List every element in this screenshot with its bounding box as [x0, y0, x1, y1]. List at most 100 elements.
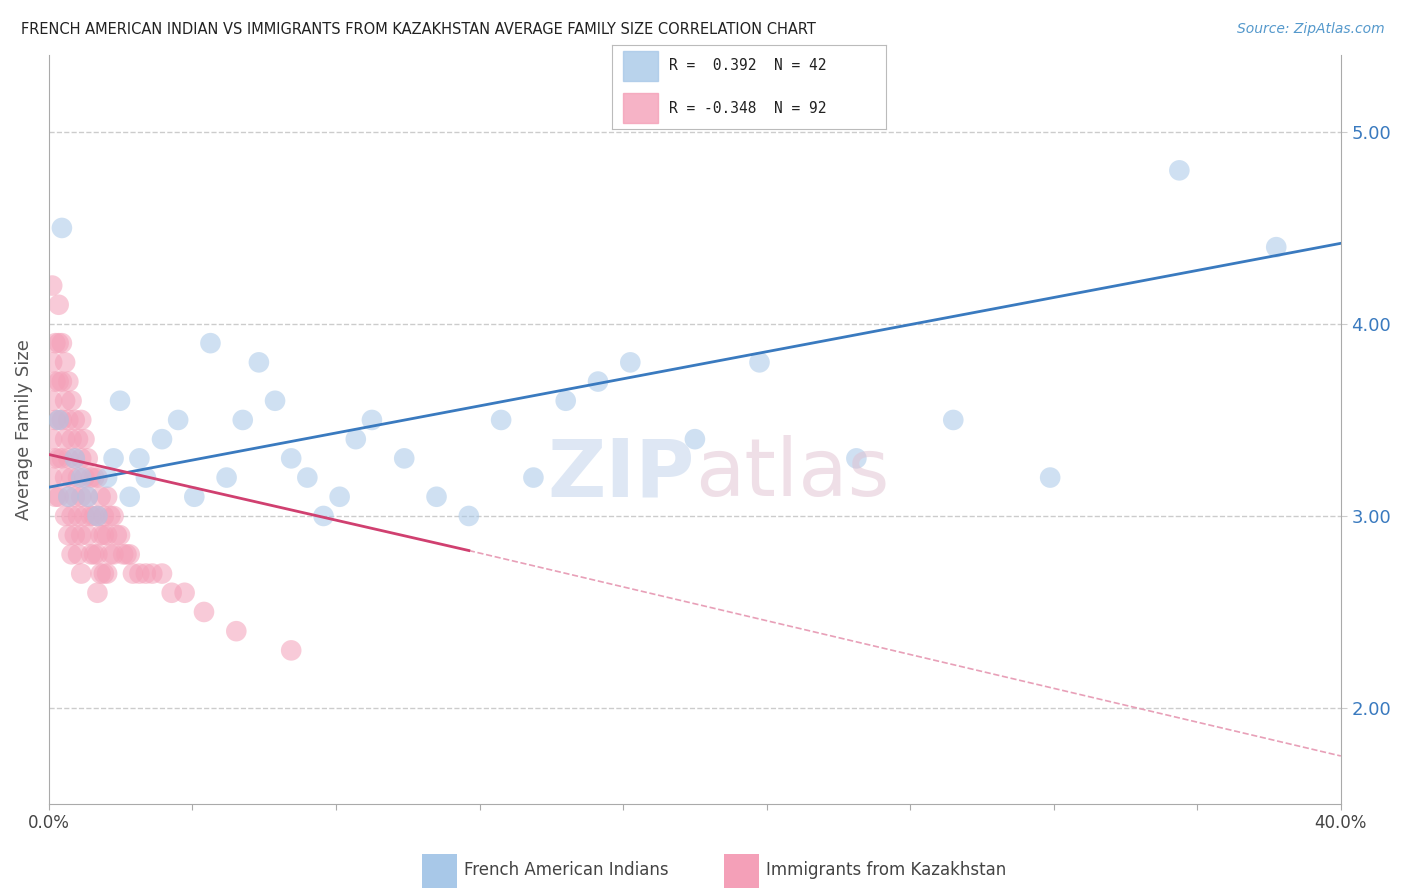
Text: Source: ZipAtlas.com: Source: ZipAtlas.com	[1237, 22, 1385, 37]
Point	[58, 451, 80, 466]
Point	[76, 490, 98, 504]
Point	[63, 451, 86, 466]
Point	[70, 413, 93, 427]
Point	[48, 336, 70, 351]
Point	[48, 490, 70, 504]
Point	[200, 336, 222, 351]
Point	[63, 451, 86, 466]
Point	[173, 586, 195, 600]
Point	[96, 528, 118, 542]
Point	[48, 413, 70, 427]
Point	[128, 451, 150, 466]
Point	[1168, 163, 1191, 178]
Point	[247, 355, 270, 369]
Point	[44, 336, 66, 351]
Point	[48, 375, 70, 389]
Point	[51, 336, 73, 351]
Point	[122, 566, 145, 581]
Point	[67, 508, 90, 523]
Point	[53, 393, 76, 408]
Point	[48, 298, 70, 312]
Text: R = -0.348  N = 92: R = -0.348 N = 92	[669, 101, 827, 116]
Point	[489, 413, 512, 427]
Point	[86, 547, 108, 561]
Point	[41, 432, 63, 446]
Point	[344, 432, 367, 446]
Point	[60, 470, 83, 484]
Text: Immigrants from Kazakhstan: Immigrants from Kazakhstan	[766, 861, 1007, 879]
Point	[44, 413, 66, 427]
Point	[183, 490, 205, 504]
Text: ZIP: ZIP	[548, 435, 695, 514]
Point	[41, 278, 63, 293]
Point	[167, 413, 190, 427]
Point	[51, 413, 73, 427]
Point	[103, 547, 125, 561]
Point	[141, 566, 163, 581]
Point	[96, 490, 118, 504]
Point	[53, 470, 76, 484]
Point	[48, 451, 70, 466]
Bar	[623, 51, 658, 81]
Text: R =  0.392  N = 42: R = 0.392 N = 42	[669, 58, 827, 73]
Point	[93, 566, 115, 581]
Point	[98, 508, 121, 523]
Point	[683, 432, 706, 446]
Point	[232, 413, 254, 427]
Point	[80, 470, 103, 484]
Point	[329, 490, 352, 504]
Point	[83, 547, 105, 561]
Point	[73, 432, 96, 446]
Point	[425, 490, 447, 504]
Point	[76, 490, 98, 504]
Point	[105, 528, 128, 542]
Point	[58, 490, 80, 504]
Point	[297, 470, 319, 484]
Point	[70, 490, 93, 504]
Point	[67, 470, 90, 484]
Point	[1265, 240, 1288, 254]
Point	[103, 451, 125, 466]
Text: atlas: atlas	[695, 435, 889, 514]
Point	[1039, 470, 1062, 484]
Point	[63, 528, 86, 542]
Point	[51, 451, 73, 466]
Point	[96, 470, 118, 484]
Point	[312, 508, 335, 523]
Point	[41, 393, 63, 408]
Point	[586, 375, 609, 389]
Point	[67, 432, 90, 446]
Point	[103, 508, 125, 523]
Point	[76, 451, 98, 466]
Point	[96, 566, 118, 581]
Point	[41, 470, 63, 484]
Point	[60, 547, 83, 561]
Point	[98, 547, 121, 561]
Point	[108, 528, 131, 542]
Point	[361, 413, 384, 427]
Point	[70, 566, 93, 581]
Point	[86, 586, 108, 600]
Point	[264, 393, 287, 408]
Point	[845, 451, 868, 466]
Point	[112, 547, 135, 561]
Point	[51, 221, 73, 235]
Point	[150, 432, 173, 446]
Point	[44, 375, 66, 389]
Point	[41, 355, 63, 369]
Point	[93, 528, 115, 542]
Point	[225, 624, 247, 639]
Point	[58, 375, 80, 389]
Point	[83, 508, 105, 523]
Point	[76, 528, 98, 542]
Bar	[623, 93, 658, 123]
Point	[48, 413, 70, 427]
Point	[44, 451, 66, 466]
Point	[160, 586, 183, 600]
Point	[53, 432, 76, 446]
Point	[457, 508, 479, 523]
Point	[115, 547, 138, 561]
Point	[60, 393, 83, 408]
Point	[748, 355, 770, 369]
Point	[86, 508, 108, 523]
